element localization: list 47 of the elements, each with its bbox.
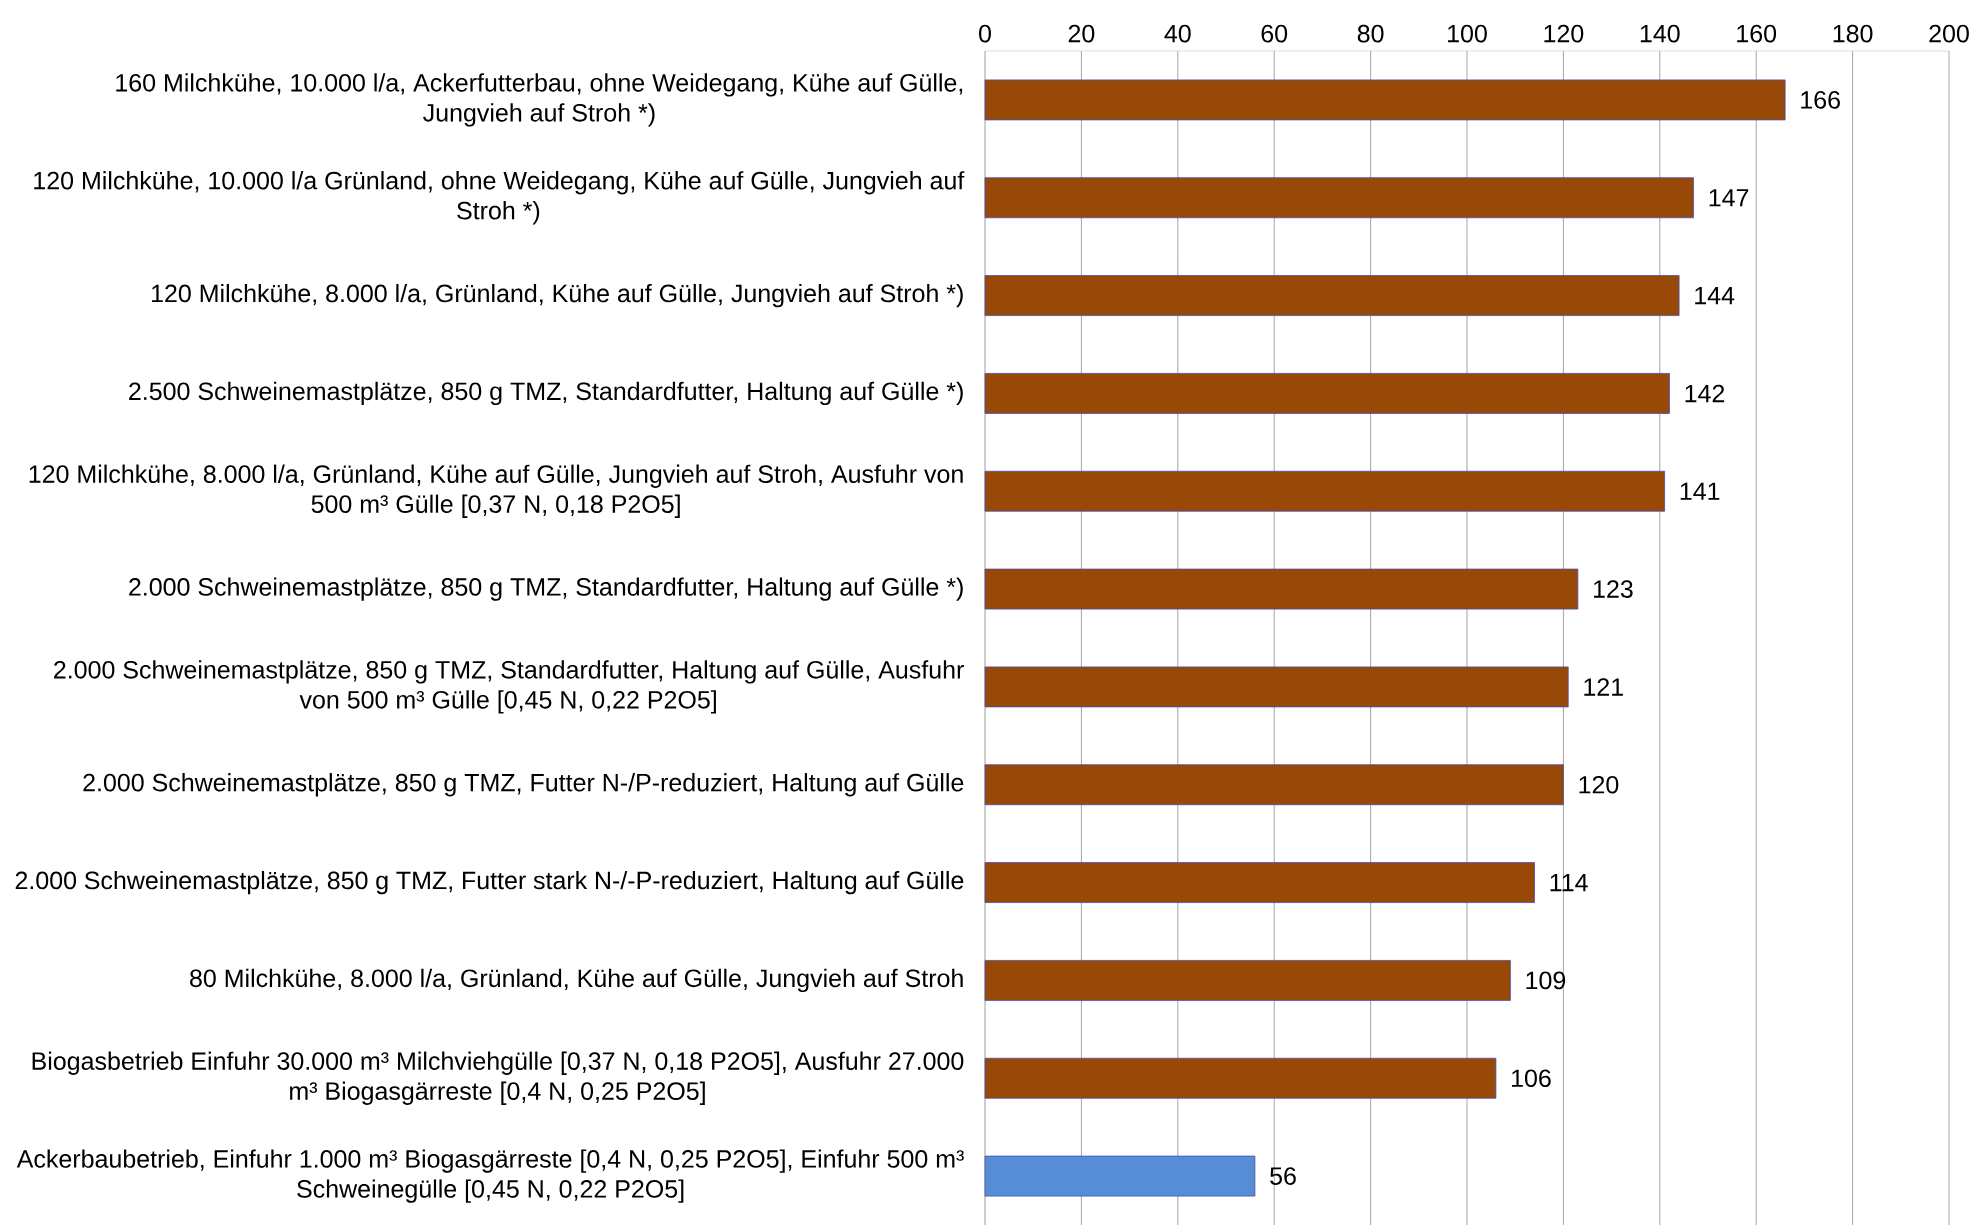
- data-label: 141: [1680, 482, 1720, 500]
- y-tick-label: 80 Milchkühe, 8.000 l/a, Grünland, Kühe auf Gülle, Jungvieh auf Stroh: [190, 968, 963, 993]
- y-tick-label: 120 Milchkühe, 8.000 l/a, Grünland, Kühe auf Gülle, Jungvieh auf Stroh *): [151, 283, 963, 308]
- bar: [984, 1057, 1497, 1099]
- data-label: 114: [1550, 873, 1588, 892]
- x-tick-label: 80: [1357, 24, 1384, 43]
- data-label: 109: [1526, 971, 1566, 990]
- bar: [984, 568, 1579, 610]
- y-tick-label: 2.500 Schweinemastplätze, 850 g TMZ, Standardfutter, Haltung auf Gülle *): [129, 381, 963, 406]
- bar: [984, 764, 1564, 806]
- x-tick-label: 140: [1640, 24, 1680, 43]
- y-tick-label: 2.000 Schweinemastplätze, 850 g TMZ, Standardfutter, Haltung auf Gülle, Ausfuhr von 500 m³ Gülle [0,45 N, 0,22 P2O5]: [54, 660, 964, 714]
- x-tick-label: 200: [1929, 24, 1969, 43]
- x-tick-label: 40: [1164, 24, 1191, 43]
- x-tick-label: 20: [1068, 24, 1095, 43]
- bar: [984, 373, 1670, 414]
- bar: [984, 79, 1786, 121]
- y-tick-label: 160 Milchkühe, 10.000 l/a, Ackerfutterbau, ohne Weidegang, Kühe auf Gülle, Jungvieh auf Stroh *): [116, 73, 963, 127]
- bar: [984, 177, 1694, 219]
- bar: [984, 275, 1680, 316]
- bar: [984, 666, 1569, 708]
- data-label: 142: [1685, 384, 1725, 403]
- bar: [984, 960, 1511, 1001]
- data-label: 147: [1709, 189, 1749, 207]
- data-label: 120: [1579, 775, 1619, 794]
- x-tick-label: 100: [1448, 24, 1487, 43]
- data-label: 123: [1593, 580, 1633, 598]
- data-label: 106: [1512, 1069, 1551, 1088]
- x-tick-label: 60: [1261, 24, 1288, 43]
- data-label: 56: [1270, 1167, 1296, 1185]
- x-tick-label: 120: [1544, 24, 1584, 43]
- data-label: 144: [1695, 286, 1735, 305]
- y-tick-label: Ackerbaubetrieb, Einfuhr 1.000 m³ Biogasgärreste [0,4 N, 0,25 P2O5], Einfuhr 500 m³ Schweinegülle [0,45 N, 0,22 P2O5]: [16, 1149, 964, 1203]
- bar: [984, 1155, 1256, 1197]
- x-tick-label: 180: [1833, 24, 1873, 43]
- x-tick-label: 160: [1737, 24, 1777, 43]
- y-tick-label: Biogasbetrieb Einfuhr 30.000 m³ Milchviehgülle [0,37 N, 0,18 P2O5], Ausfuhr 27.000 m³ Biogasgärreste [0,4 N, 0,25 P2O5]: [32, 1051, 964, 1105]
- bar: [984, 862, 1535, 903]
- y-tick-label: 2.000 Schweinemastplätze, 850 g TMZ, Futter stark N-/-P-reduziert, Haltung auf Gülle: [15, 870, 964, 895]
- y-tick-label: 120 Milchkühe, 8.000 l/a, Grünland, Kühe auf Gülle, Jungvieh auf Stroh, Ausfuhr von 500 m³ Gülle [0,37 N, 0,18 P2O5]: [29, 464, 963, 518]
- data-label: 121: [1584, 678, 1623, 696]
- y-tick-label: 120 Milchkühe, 10.000 l/a Grünland, ohne Weidegang, Kühe auf Gülle, Jungvieh auf Stroh *): [34, 171, 965, 225]
- y-tick-label: 2.000 Schweinemastplätze, 850 g TMZ, Futter N-/P-reduziert, Haltung auf Gülle: [83, 773, 964, 797]
- x-tick-label: 0: [979, 24, 991, 43]
- bar: [984, 470, 1666, 512]
- data-label: 166: [1801, 91, 1840, 109]
- y-tick-label: 2.000 Schweinemastplätze, 850 g TMZ, Standardfutter, Haltung auf Gülle *): [129, 577, 963, 601]
